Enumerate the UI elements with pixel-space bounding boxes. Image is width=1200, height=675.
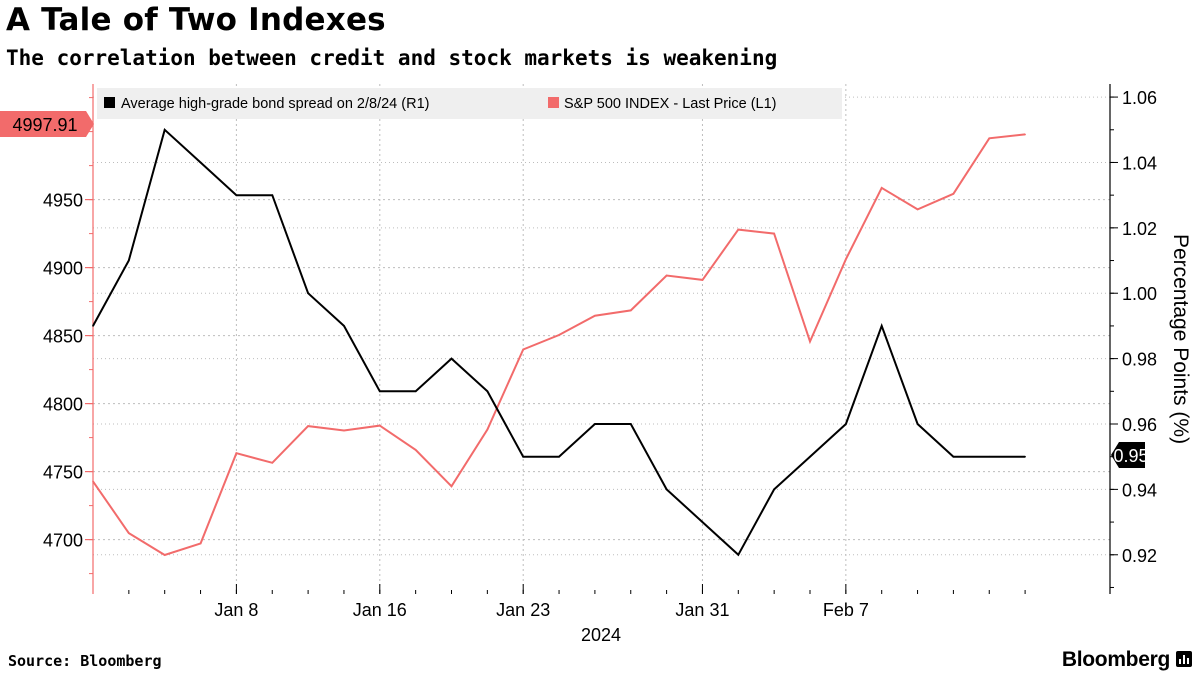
- bloomberg-chart-icon: [1176, 651, 1192, 667]
- series-lines: [92, 127, 1026, 557]
- data-point-spx: [952, 193, 955, 195]
- data-point-spread: [558, 455, 560, 458]
- data-point-spx: [809, 340, 811, 343]
- y-left-tick-label: 4750: [43, 463, 83, 483]
- data-point-spread: [450, 357, 453, 360]
- data-point-spread: [880, 325, 883, 327]
- gridlines: [93, 84, 1110, 594]
- legend: Average high-grade bond spread on 2/8/24…: [97, 88, 842, 119]
- data-point-spx: [701, 279, 704, 281]
- last-value-tag-spx-label: 4997.91: [12, 115, 77, 135]
- data-point-spread: [199, 161, 202, 164]
- legend-label-spread: Average high-grade bond spread on 2/8/24…: [121, 96, 429, 112]
- data-point-spx: [486, 428, 489, 431]
- data-point-spread: [379, 390, 381, 393]
- data-point-spread: [414, 390, 417, 393]
- right-axis-title: Percentage Points (%): [1169, 234, 1192, 444]
- data-point-spread: [773, 488, 775, 491]
- data-point-spread: [701, 521, 704, 523]
- data-point-spx: [1024, 133, 1026, 136]
- data-point-spx: [271, 461, 274, 464]
- data-point-spread: [1024, 455, 1026, 458]
- data-point-spx: [379, 424, 381, 427]
- data-point-spread: [128, 259, 130, 262]
- y-right-tick-label: 1.02: [1122, 219, 1157, 239]
- data-point-spx: [629, 309, 632, 312]
- data-point-spread: [343, 325, 345, 327]
- data-point-spread: [809, 455, 811, 458]
- y-right-tick-label: 1.00: [1122, 284, 1157, 304]
- data-point-spread: [594, 423, 596, 425]
- data-point-spread: [916, 423, 919, 425]
- x-tick-label: Jan 16: [353, 600, 407, 620]
- legend-background: [97, 88, 842, 119]
- bloomberg-logo: Bloomberg: [1061, 648, 1170, 671]
- data-point-spread: [737, 553, 740, 556]
- y-left-tick-label: 4800: [43, 395, 83, 415]
- legend-label-spx: S&P 500 INDEX - Last Price (L1): [564, 96, 777, 112]
- data-point-spx: [128, 532, 130, 534]
- data-point-spread: [629, 423, 632, 425]
- data-point-spx: [450, 485, 453, 488]
- data-point-spx: [163, 554, 166, 556]
- chart-subtitle: The correlation between credit and stock…: [6, 46, 778, 70]
- data-point-spx: [665, 274, 668, 277]
- data-point-spx: [916, 208, 919, 211]
- data-point-spx: [307, 425, 309, 427]
- data-point-spread: [845, 423, 847, 425]
- data-point-spx: [773, 232, 775, 235]
- data-point-spx: [92, 480, 94, 483]
- data-point-spread: [486, 390, 489, 393]
- last-value-tag-spx: 4997.91: [0, 111, 94, 137]
- y-left-tick-label: 4850: [43, 327, 83, 347]
- data-point-spread: [988, 455, 991, 458]
- y-left-tick-label: 4700: [43, 531, 83, 551]
- x-tick-label: Feb 7: [823, 600, 869, 620]
- last-value-tag-spread: 0.95: [1111, 442, 1149, 468]
- y-left-tick-label: 4900: [43, 259, 83, 279]
- data-point-spx: [880, 187, 883, 189]
- data-point-spx: [522, 348, 524, 351]
- axes: Jan 8 Jan 16 Jan 23 Jan 31 Feb 7 0.92 0.94 0.96…: [43, 84, 1157, 620]
- y-right-tick-label: 0.94: [1122, 480, 1157, 500]
- data-point-spx: [235, 452, 238, 454]
- legend-swatch-spx: [548, 97, 559, 108]
- last-value-tag-spread-label: 0.95: [1113, 446, 1148, 466]
- data-point-spread: [235, 194, 238, 196]
- data-point-spread: [163, 128, 166, 131]
- data-point-spread: [665, 488, 668, 491]
- data-point-spx: [594, 314, 596, 317]
- data-point-spread: [271, 194, 274, 196]
- series-line-spread: [92, 127, 1026, 557]
- data-point-spread: [307, 292, 309, 295]
- y-left-tick-label: 4950: [43, 191, 83, 211]
- data-point-spx: [737, 228, 740, 231]
- x-axis-year-label: 2024: [581, 625, 621, 645]
- chart-title: A Tale of Two Indexes: [6, 2, 386, 38]
- last-value-tag-spx-box: [0, 111, 94, 137]
- data-point-spx: [343, 429, 345, 432]
- y-right-tick-label: 0.96: [1122, 415, 1157, 435]
- data-point-spread: [952, 455, 955, 458]
- x-tick-label: Jan 23: [496, 600, 550, 620]
- series-line-spx: [92, 133, 1026, 557]
- y-right-tick-label: 1.04: [1122, 153, 1157, 173]
- data-point-spread: [92, 325, 94, 327]
- data-point-spx: [414, 449, 417, 451]
- data-point-spx: [199, 542, 202, 545]
- source-note: Source: Bloomberg: [8, 652, 162, 670]
- y-right-tick-label: 0.98: [1122, 350, 1157, 370]
- x-tick-label: Jan 8: [214, 600, 258, 620]
- y-right-tick-label: 1.06: [1122, 88, 1157, 108]
- data-point-spx: [558, 334, 560, 336]
- data-point-spx: [988, 137, 991, 140]
- legend-swatch-spread: [104, 97, 115, 108]
- data-point-spread: [522, 455, 524, 458]
- x-tick-label: Jan 31: [675, 600, 729, 620]
- data-point-spx: [845, 258, 847, 260]
- y-right-tick-label: 0.92: [1122, 546, 1157, 566]
- last-value-tag-spread-box: [1111, 442, 1145, 468]
